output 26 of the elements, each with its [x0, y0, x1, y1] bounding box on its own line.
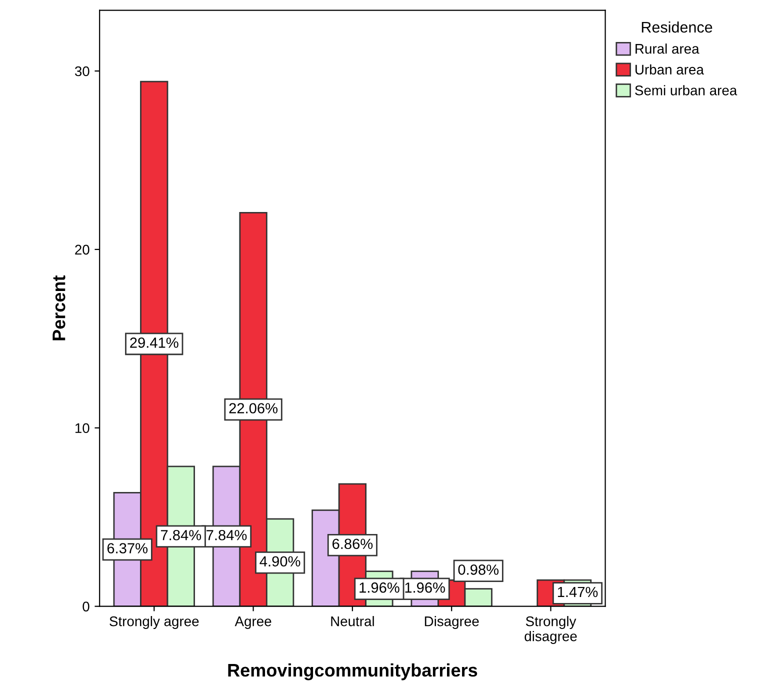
x-tick-label: Strongly disagree: [524, 616, 577, 644]
data-label: 0.98%: [458, 564, 499, 575]
legend-label: Rural area: [636, 44, 700, 54]
x-axis-title: Removingcommunitybarriers: [228, 663, 478, 680]
data-label: 7.84%: [206, 530, 247, 540]
x-tick-label: Neutral: [331, 616, 374, 626]
data-label: 29.41%: [130, 338, 178, 348]
data-label: 6.86%: [332, 538, 373, 550]
data-label: 6.37%: [107, 543, 148, 554]
data-label: 7.84%: [160, 530, 202, 540]
y-tick-label: 30: [74, 66, 90, 76]
data-label: 1.96%: [405, 582, 445, 593]
data-label: 4.90%: [260, 556, 300, 567]
data-label: 1.96%: [360, 582, 400, 593]
data-label: 1.47%: [558, 586, 598, 598]
x-tick-label: Agree: [234, 616, 272, 629]
y-tick-label: 20: [75, 244, 90, 255]
legend-title: Residence: [642, 21, 712, 33]
legend-label: Semi urban area: [635, 85, 738, 96]
y-axis-title: Percent: [52, 275, 66, 340]
x-tick-label: Strongly agree: [110, 616, 199, 629]
y-tick-label: 0: [82, 602, 90, 612]
y-tick-label: 10: [75, 423, 90, 434]
legend-label: Urban area: [636, 64, 704, 75]
data-label: 22.06%: [229, 403, 278, 414]
x-tick-label: Disagree: [424, 616, 479, 629]
